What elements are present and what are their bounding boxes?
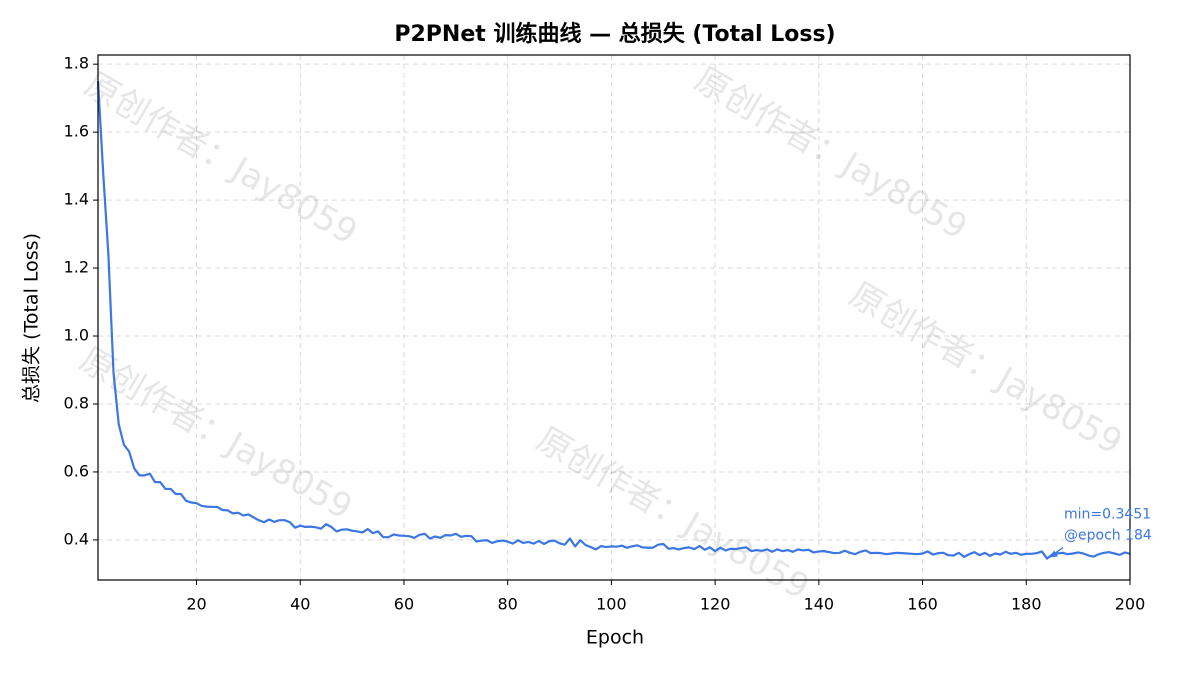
- y-tick-label: 1.0: [64, 326, 89, 345]
- annotation-text: @epoch 184: [1064, 528, 1152, 544]
- x-tick-label: 100: [596, 595, 627, 614]
- y-axis-label: 总损失 (Total Loss): [21, 233, 43, 403]
- annotation-arrowhead: [1049, 550, 1059, 558]
- x-tick-label: 180: [1011, 595, 1042, 614]
- watermark: 原创作者：Jay8059: [688, 60, 974, 248]
- loss-line: [96, 81, 1131, 560]
- y-tick-label: 1.8: [64, 54, 89, 73]
- y-tick-label: 0.8: [64, 393, 89, 412]
- y-tick-label: 1.2: [64, 258, 89, 277]
- chart-title: P2PNet 训练曲线 — 总损失 (Total Loss): [394, 21, 835, 47]
- y-tick-label: 0.4: [64, 529, 89, 548]
- x-tick-label: 160: [907, 595, 938, 614]
- y-tick-label: 1.6: [64, 122, 89, 141]
- x-tick-label: 80: [498, 595, 518, 614]
- watermark: 原创作者：Jay8059: [78, 65, 364, 253]
- x-tick-label: 200: [1115, 595, 1146, 614]
- watermark: 原创作者：Jay8059: [73, 340, 359, 528]
- y-tick-label: 1.4: [64, 190, 89, 209]
- annotation-text: min=0.3451: [1064, 507, 1151, 523]
- plot-frame: [97, 54, 1131, 581]
- x-axis-label: Epoch: [586, 627, 644, 649]
- x-tick-label: 20: [186, 595, 206, 614]
- x-tick-label: 60: [394, 595, 414, 614]
- watermark: 原创作者：Jay8059: [843, 275, 1129, 463]
- x-tick-label: 140: [804, 595, 835, 614]
- x-tick-label: 120: [700, 595, 731, 614]
- y-tick-label: 0.6: [64, 461, 89, 480]
- x-tick-label: 40: [290, 595, 310, 614]
